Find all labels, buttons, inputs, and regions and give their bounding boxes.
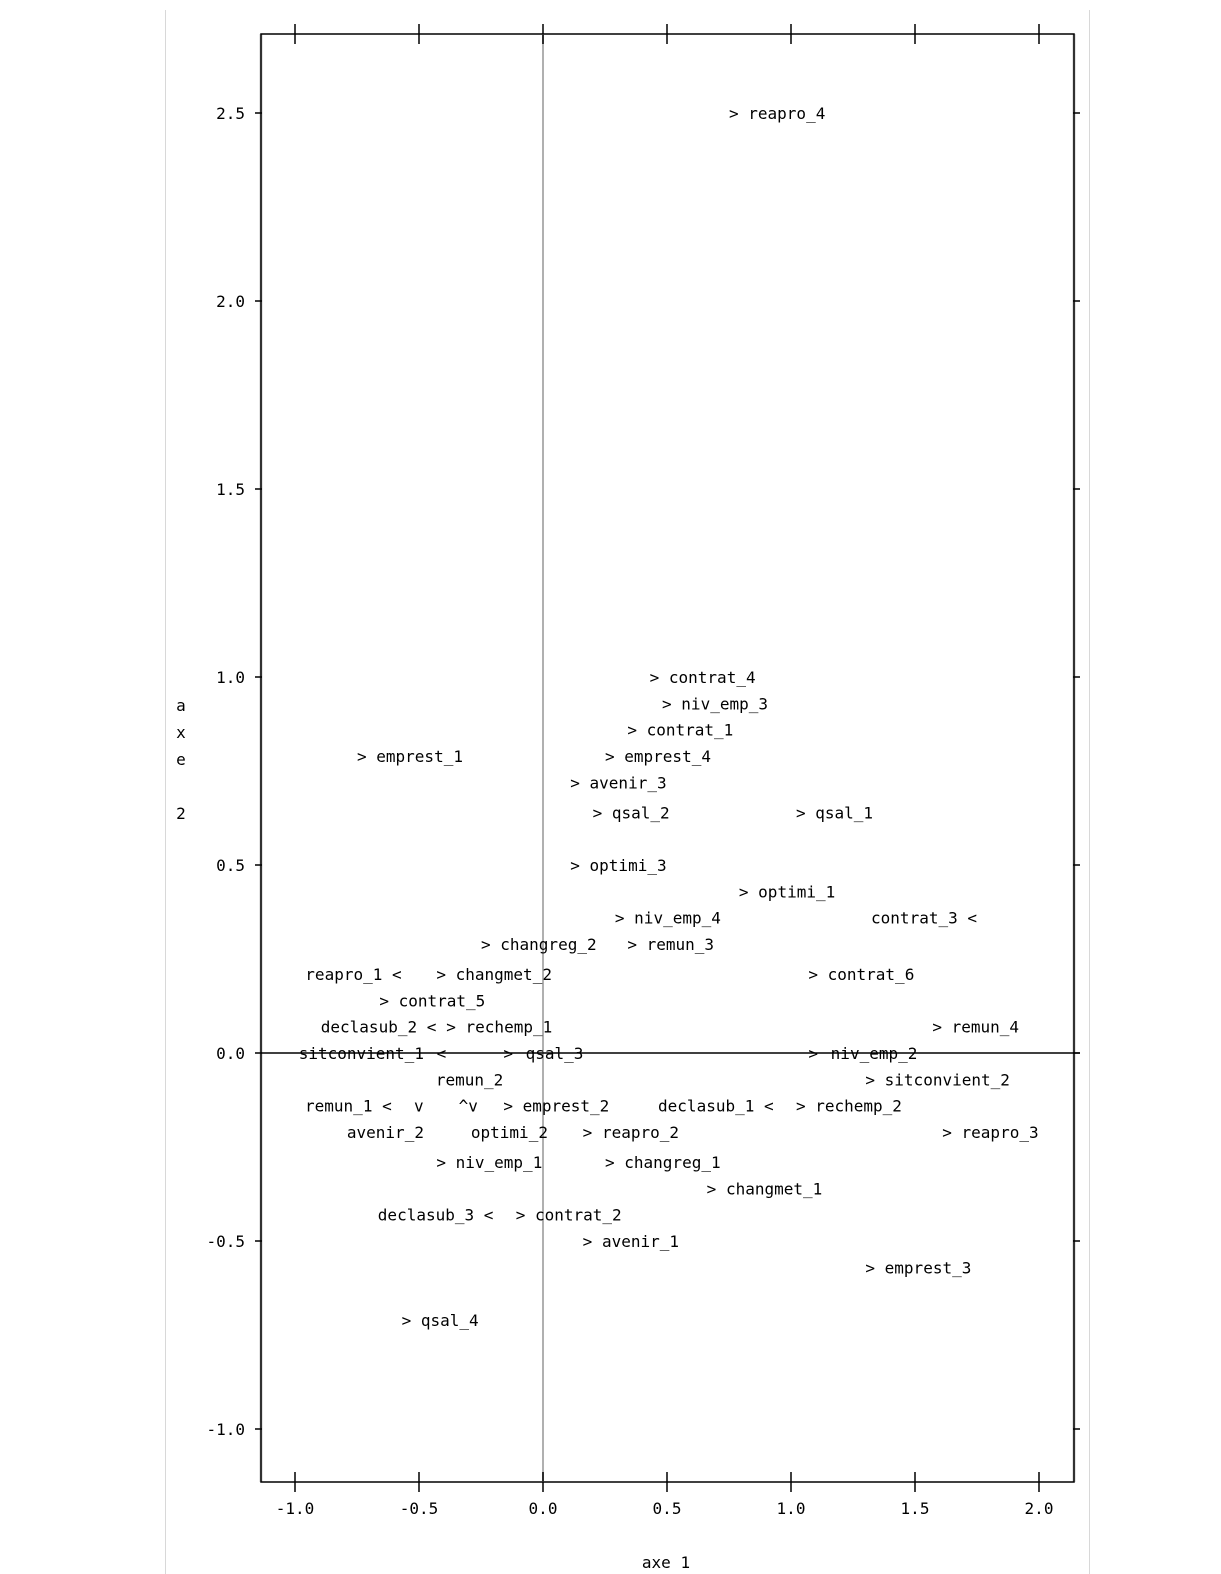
y-tick-label: 0.0 — [216, 1044, 245, 1063]
point-label: > qsal_4 — [402, 1311, 479, 1330]
point-label: > avenir_1 — [583, 1232, 679, 1251]
point-label: > contrat_1 — [627, 721, 733, 740]
chart-panel — [165, 10, 1090, 1574]
point-label: > sitconvient_2 — [865, 1070, 1010, 1089]
point-label: > rechemp_2 — [796, 1097, 902, 1116]
x-axis-label: axe 1 — [642, 1553, 690, 1572]
point-label: qsal_3 — [526, 1044, 584, 1063]
x-tick-label: 1.5 — [901, 1499, 930, 1518]
y-tick-label: 1.5 — [216, 480, 245, 499]
point-label: > contrat_4 — [650, 668, 756, 687]
x-tick-label: 2.0 — [1025, 1499, 1054, 1518]
point-label: > rechemp_1 — [446, 1018, 552, 1037]
point-label: > changreg_2 — [481, 935, 597, 954]
point-label: > — [808, 1044, 818, 1063]
point-label: avenir_2 — [347, 1123, 424, 1142]
y-tick-label: -0.5 — [206, 1232, 245, 1251]
x-tick-label: 0.5 — [653, 1499, 682, 1518]
point-label: > — [503, 1044, 513, 1063]
point-label: > changmet_1 — [707, 1179, 823, 1198]
y-tick-label: 0.5 — [216, 856, 245, 875]
point-label: contrat_3 < — [871, 909, 977, 928]
axes-group: -1.0 -0.5 0.0 0.5 1.0 1.5 2.0 -1.0 -0.5 0.0 0.5 1.0… — [206, 24, 1080, 1518]
point-label: < — [437, 1044, 447, 1063]
y-tick-label: -1.0 — [206, 1420, 245, 1439]
point-label: > qsal_1 — [796, 803, 873, 822]
x-tick-label: 1.0 — [777, 1499, 806, 1518]
point-label: reapro_1 < — [305, 965, 401, 984]
point-label: > contrat_5 — [379, 991, 485, 1010]
point-label: > reapro_4 — [729, 104, 825, 123]
point-label: remun_2 — [436, 1070, 503, 1089]
point-label: > remun_3 — [627, 935, 714, 954]
point-label: > avenir_3 — [570, 773, 666, 792]
point-label: > remun_4 — [932, 1018, 1019, 1037]
point-label: remun_1 < — [305, 1097, 392, 1116]
y-axis-label-char: e — [176, 750, 186, 769]
x-tick-label: -1.0 — [276, 1499, 315, 1518]
point-label: > contrat_2 — [516, 1206, 622, 1225]
point-label: > niv_emp_3 — [662, 694, 768, 713]
point-label: declasub_3 < — [378, 1206, 494, 1225]
point-label: optimi_2 — [471, 1123, 548, 1142]
points-group: > reapro_4 > contrat_4 > niv_emp_3 > contra… — [299, 104, 1039, 1330]
point-label: > emprest_3 — [865, 1258, 971, 1277]
point-label: > reapro_2 — [583, 1123, 679, 1142]
point-label: > emprest_4 — [605, 747, 711, 766]
y-tick-label: 2.0 — [216, 292, 245, 311]
y-tick-label: 1.0 — [216, 668, 245, 687]
point-label: > contrat_6 — [808, 965, 914, 984]
point-label: > qsal_2 — [593, 803, 670, 822]
point-label: v — [414, 1097, 424, 1116]
point-label: > niv_emp_4 — [615, 909, 721, 928]
x-tick-label: 0.0 — [529, 1499, 558, 1518]
y-axis-label-char: 2 — [176, 804, 186, 823]
point-label: > changreg_1 — [605, 1153, 721, 1172]
point-label: > niv_emp_1 — [436, 1153, 542, 1172]
y-axis-label-char: a — [176, 696, 186, 715]
y-axis-label-char: x — [176, 723, 186, 742]
x-tick-label: -0.5 — [400, 1499, 439, 1518]
point-label: > optimi_1 — [739, 882, 835, 901]
point-label: > emprest_1 — [357, 747, 463, 766]
point-label: ^v — [459, 1097, 478, 1116]
point-label: declasub_1 < — [658, 1097, 774, 1116]
y-tick-label: 2.5 — [216, 104, 245, 123]
point-label: > changmet_2 — [436, 965, 552, 984]
point-label: niv_emp_2 — [831, 1044, 918, 1063]
point-label: sitconvient_1 — [299, 1044, 424, 1063]
y-axis-label: axe 2 — [176, 696, 186, 823]
point-label: > reapro_3 — [942, 1123, 1038, 1142]
point-label: declasub_2 < — [321, 1018, 437, 1037]
point-label: > optimi_3 — [570, 856, 666, 875]
point-label: > emprest_2 — [503, 1097, 609, 1116]
